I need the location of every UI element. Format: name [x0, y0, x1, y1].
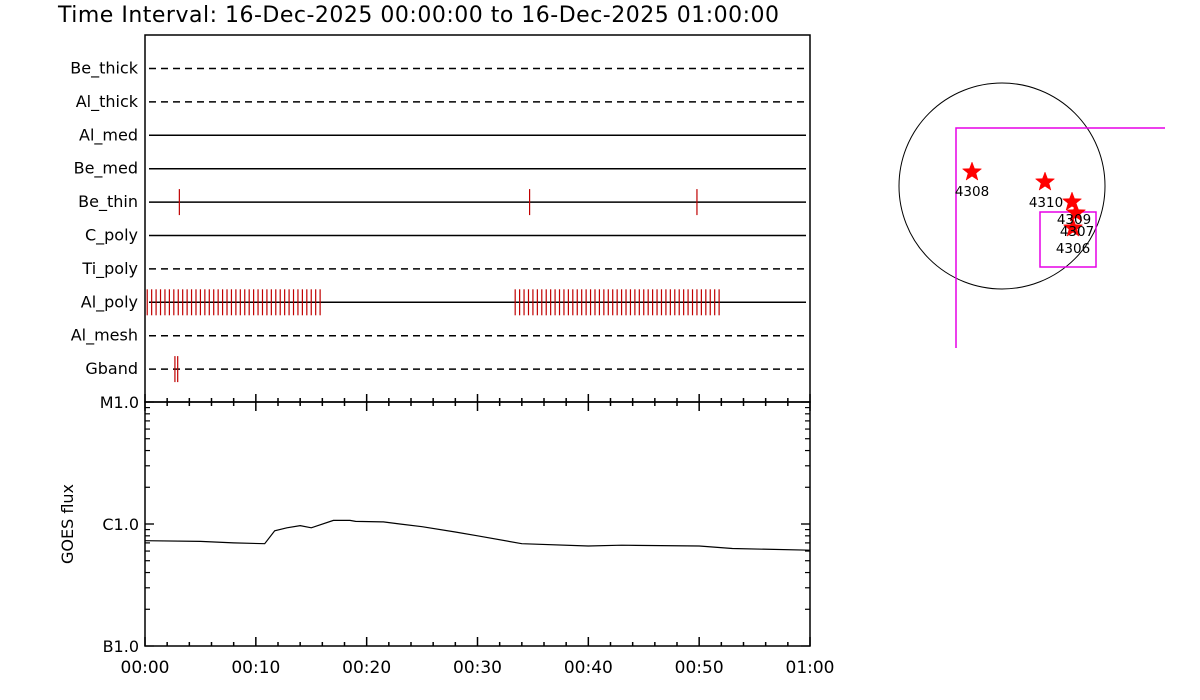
star-label: 4306 [1056, 241, 1090, 257]
row-label: Gband [85, 359, 138, 378]
star-marker [1034, 171, 1056, 191]
row-label: Be_thin [78, 192, 138, 212]
row-label: Al_thick [76, 92, 139, 112]
fov-box-large [955, 127, 1165, 348]
row-label: Be_thick [70, 59, 138, 79]
star-label: 4308 [955, 184, 989, 200]
x-tick-label: 00:00 [121, 658, 170, 678]
star-marker [961, 161, 983, 181]
star-marker [1062, 217, 1084, 237]
fov-box-small [1039, 211, 1097, 268]
page-title: Time Interval: 16-Dec-2025 00:00:00 to 1… [58, 3, 780, 28]
x-tick-label: 00:10 [231, 658, 280, 678]
x-tick-label: 00:50 [675, 658, 724, 678]
goes-flux-line [144, 519, 811, 551]
row-label: Ti_poly [81, 259, 138, 279]
goes-frame [144, 401, 811, 647]
y-tick-label: B1.0 [103, 637, 139, 656]
x-tick-label: 00:40 [564, 658, 613, 678]
x-tick-label: 01:00 [786, 658, 835, 678]
row-label: Al_poly [81, 292, 138, 312]
star-label: 4309 [1057, 212, 1091, 228]
y-tick-label: M1.0 [100, 393, 139, 412]
y-axis-label: GOES flux [58, 484, 77, 564]
star-marker [1065, 202, 1087, 222]
row-label: Be_med [74, 159, 138, 179]
x-tick-label: 00:20 [342, 658, 391, 678]
star-label: 4310 [1029, 195, 1063, 211]
star-marker [1061, 191, 1083, 211]
timeline-frame [144, 34, 811, 403]
star-label: 4307 [1060, 224, 1094, 240]
solar-disk [898, 82, 1106, 290]
y-tick-label: C1.0 [102, 515, 139, 534]
row-label: C_poly [85, 226, 138, 246]
row-label: Al_mesh [71, 326, 138, 346]
x-tick-label: 00:30 [453, 658, 502, 678]
row-label: Al_med [79, 125, 138, 145]
